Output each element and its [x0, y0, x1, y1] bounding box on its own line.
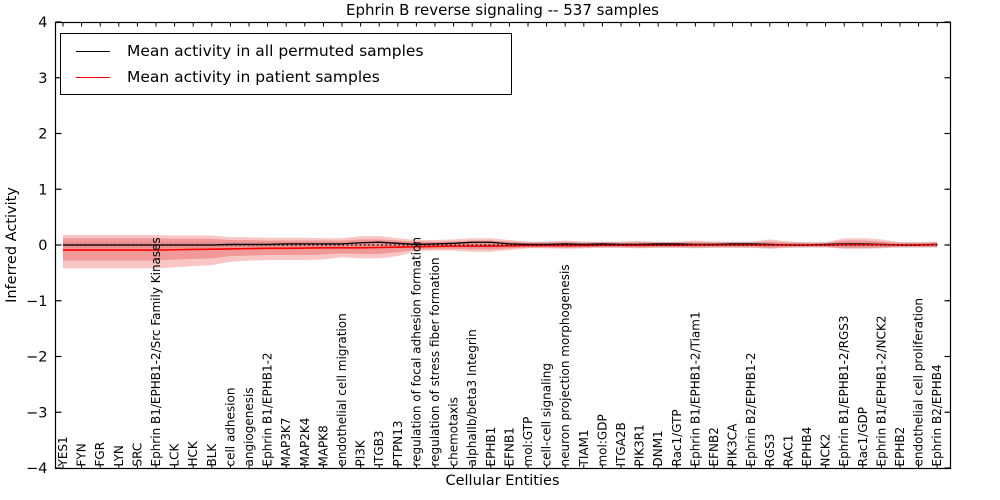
- x-tick-label: RAC1: [781, 435, 795, 467]
- x-tick-label: regulation of stress fiber formation: [428, 257, 442, 466]
- x-tick-label: cell-cell signaling: [540, 363, 554, 467]
- patient-line-swatch: [76, 76, 110, 78]
- x-tick-label: regulation of focal adhesion formation: [409, 237, 423, 466]
- y-tick-label: −4: [26, 461, 47, 477]
- x-tick-label: Ephrin B1/EPHB1-2/RGS3: [837, 315, 851, 466]
- legend-label-permuted: Mean activity in all permuted samples: [127, 42, 424, 60]
- x-tick-label: TIAM1: [577, 429, 591, 467]
- x-tick-label: MAP2K4: [298, 418, 312, 467]
- y-tick-label: 1: [38, 182, 47, 198]
- y-tick-label: 3: [38, 71, 47, 87]
- x-tick-label: EFNB1: [502, 427, 516, 466]
- x-tick-label: EFNB2: [707, 427, 721, 466]
- y-tick-label: −3: [26, 405, 47, 421]
- x-tick-label: MAP3K7: [279, 418, 293, 467]
- x-tick-label: LCK: [168, 442, 182, 466]
- x-tick-label: cell adhesion: [223, 388, 237, 467]
- permuted-line-swatch: [76, 50, 110, 52]
- y-tick-label: 2: [38, 127, 47, 143]
- chart-title: Ephrin B reverse signaling -- 537 sample…: [345, 1, 659, 19]
- x-tick-label: EPHB1: [484, 427, 498, 467]
- x-tick-label: Ephrin B1/EPHB1-2/Tiam1: [688, 311, 702, 466]
- x-tick-label: DNM1: [651, 430, 665, 466]
- x-tick-label: angiogenesis: [242, 387, 256, 466]
- x-tick-label: Ephrin B1/EPHB1-2: [261, 352, 275, 466]
- x-tick-label: MAPK8: [316, 425, 330, 466]
- x-tick-label: Rac1/GTP: [670, 409, 684, 466]
- y-axis-label: Inferred Activity: [4, 187, 20, 303]
- x-tick-label: Ephrin B1/EPHB1-2/NCK2: [874, 316, 888, 467]
- x-tick-label: YES1: [56, 436, 70, 467]
- x-tick-label: ITGA2B: [614, 422, 628, 466]
- x-tick-label: ITGB3: [372, 430, 386, 466]
- x-tick-label: endothelial cell proliferation: [912, 298, 926, 466]
- x-tick-label: FYN: [75, 443, 89, 466]
- y-tick-label: −2: [26, 350, 47, 366]
- x-tick-label: mol:GDP: [595, 414, 609, 466]
- x-tick-label: BLK: [205, 443, 219, 467]
- x-tick-label: Ephrin B1/EPHB1-2/Src Family Kinases: [149, 237, 163, 466]
- x-tick-label: Ephrin B2/EPHB1-2: [744, 352, 758, 466]
- y-tick-label: 4: [38, 15, 47, 31]
- x-tick-label: PIK3CA: [726, 423, 740, 467]
- legend: Mean activity in all permuted samples Me…: [60, 33, 512, 95]
- x-tick-label: PTPN13: [391, 420, 405, 466]
- x-axis-label: Cellular Entities: [445, 473, 560, 489]
- x-tick-label: PIK3R1: [633, 424, 647, 466]
- legend-label-patient: Mean activity in patient samples: [127, 68, 380, 86]
- x-tick-label: mol:GTP: [521, 417, 535, 467]
- x-tick-label: alphaIIb/beta3 Integrin: [465, 329, 479, 466]
- x-tick-label: RGS3: [763, 434, 777, 467]
- x-tick-label: chemotaxis: [447, 397, 461, 466]
- x-tick-label: HCK: [186, 440, 200, 466]
- x-tick-label: SRC: [130, 443, 144, 467]
- y-tick-label: −1: [26, 294, 47, 310]
- x-tick-label: neuron projection morphogenesis: [558, 264, 572, 466]
- x-tick-label: EPHB4: [800, 427, 814, 467]
- x-tick-label: PI3K: [354, 439, 368, 466]
- x-tick-label: EPHB2: [893, 427, 907, 467]
- x-tick-label: NCK2: [819, 434, 833, 467]
- legend-entry-permuted: Mean activity in all permuted samples: [61, 38, 511, 64]
- patient-band-outer: [63, 234, 938, 269]
- x-tick-label: FGR: [93, 442, 107, 467]
- x-tick-label: LYN: [112, 445, 126, 466]
- x-tick-label: endothelial cell migration: [335, 313, 349, 466]
- legend-entry-patient: Mean activity in patient samples: [61, 64, 511, 90]
- x-tick-label: Rac1/GDP: [856, 407, 870, 466]
- x-tick-label: Ephrin B2/EPHB4: [930, 364, 944, 466]
- y-tick-label: 0: [38, 238, 47, 254]
- series-line-1: [63, 243, 938, 251]
